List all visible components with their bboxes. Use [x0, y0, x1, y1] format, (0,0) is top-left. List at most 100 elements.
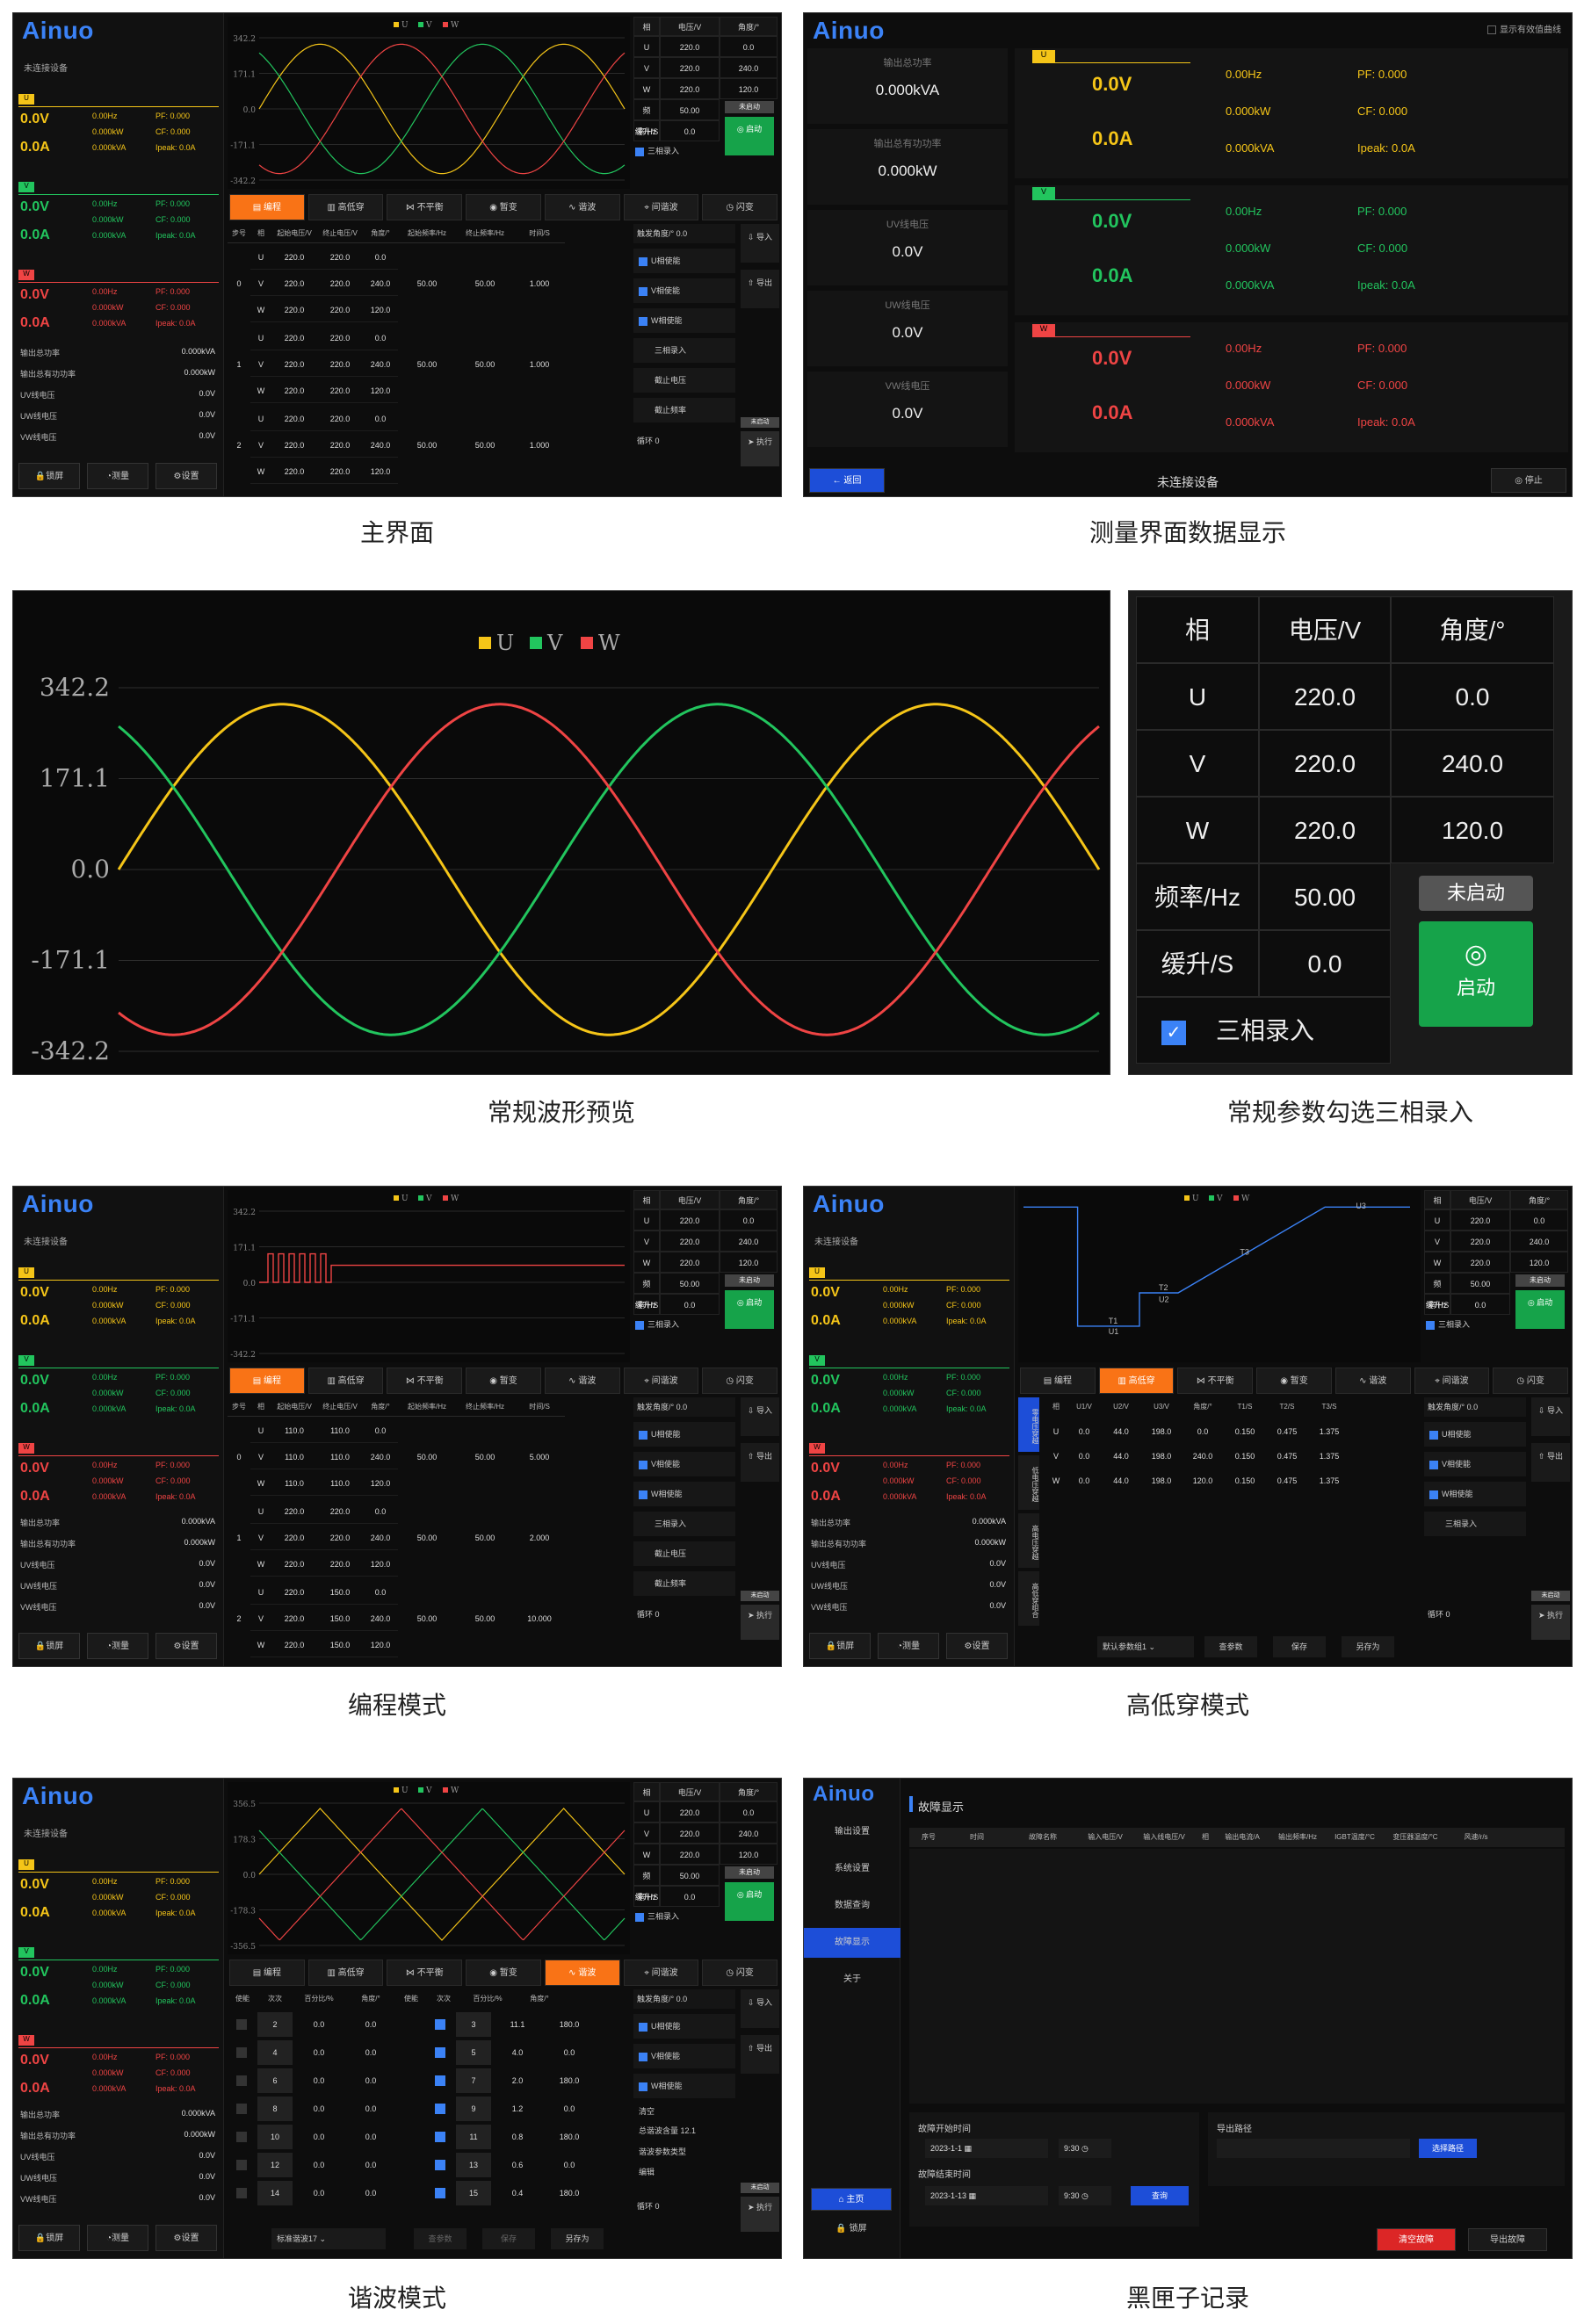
side-tab-2[interactable]: 低电压穿越 — [1018, 1455, 1039, 1510]
table-cell[interactable]: 0.0 — [1510, 1209, 1568, 1231]
option-item[interactable]: W相使能 — [633, 1482, 735, 1506]
table-cell[interactable]: 240.0 — [720, 1822, 778, 1844]
table-cell[interactable]: 0.0 — [363, 1499, 398, 1524]
harmonic-angle[interactable]: 180.0 — [559, 2020, 580, 2029]
tab-7[interactable]: ◷ 闪变 — [702, 194, 778, 220]
table-cell[interactable]: 240.0 — [720, 57, 778, 78]
table-cell[interactable]: 220.0 — [271, 1633, 317, 1657]
table-cell[interactable]: 198.0 — [1151, 1452, 1172, 1461]
table-cell[interactable]: 220.0 — [271, 433, 317, 458]
settings-button[interactable]: ⚙设置 — [156, 2225, 217, 2251]
query-button[interactable]: 查参数 — [1204, 1636, 1257, 1657]
option-item[interactable]: V相使能 — [633, 278, 735, 303]
harmonic-enable-checkbox[interactable] — [435, 2019, 445, 2030]
tab-3[interactable]: ⋈ 不平衡 — [387, 1368, 463, 1394]
lock-button[interactable]: 🔒锁屏 — [809, 1633, 871, 1659]
start-button[interactable]: ◎ 启动 — [725, 1882, 774, 1921]
table-cell[interactable]: 5.000 — [529, 1453, 550, 1462]
table-cell[interactable]: 2.000 — [529, 1534, 550, 1542]
harmonic-percent[interactable]: 2.0 — [511, 2076, 524, 2085]
table-cell[interactable]: 120.0 — [1510, 1252, 1568, 1273]
table-cell[interactable]: 220.0 — [271, 245, 317, 270]
table-cell[interactable]: 1.000 — [529, 441, 550, 450]
table-cell[interactable]: 220.0 — [317, 407, 363, 431]
query-button[interactable]: 查询 — [1131, 2186, 1189, 2205]
tab-4[interactable]: ◉ 暂变 — [466, 194, 541, 220]
tab-2[interactable]: ▥ 高低穿 — [1098, 1368, 1175, 1394]
table-cell[interactable]: 120.0 — [363, 459, 398, 484]
harmonic-angle[interactable]: 180.0 — [559, 2076, 580, 2085]
table-cell[interactable]: 220.0 — [660, 78, 720, 99]
harmonic-enable-checkbox[interactable] — [236, 2075, 247, 2086]
clear-button[interactable]: 清空 — [639, 2107, 655, 2116]
table-cell[interactable]: 110.0 — [317, 1418, 363, 1443]
settings-button[interactable]: ⚙设置 — [156, 463, 217, 489]
table-cell[interactable]: 240.0 — [363, 1445, 398, 1469]
harmonic-percent[interactable]: 0.8 — [511, 2133, 524, 2141]
edit-mode[interactable]: 编辑 — [639, 2168, 655, 2176]
table-cell[interactable]: 220.0 — [317, 433, 363, 458]
table-cell[interactable]: 120.0 — [363, 298, 398, 322]
table-cell[interactable]: 220.0 — [660, 57, 720, 78]
option-item[interactable]: 三相录入 — [633, 1512, 735, 1536]
tab-1[interactable]: ▤ 编程 — [229, 1960, 305, 1986]
option-item[interactable]: V相使能 — [1424, 1452, 1526, 1476]
table-cell[interactable]: 50.00 — [474, 1534, 495, 1542]
table-cell[interactable]: 50.00 — [416, 279, 438, 288]
table-cell[interactable]: 240.0 — [1192, 1452, 1213, 1461]
table-cell[interactable]: 0.0 — [1391, 663, 1554, 730]
harmonic-enable-checkbox[interactable] — [236, 2132, 247, 2142]
harmonic-angle[interactable]: 0.0 — [365, 2076, 377, 2085]
ramp-value[interactable]: 0.0 — [660, 1886, 720, 1907]
table-cell[interactable]: 120.0 — [363, 1633, 398, 1657]
tab-1[interactable]: ▤ 编程 — [229, 194, 305, 220]
loop-count[interactable]: 循环 0 — [637, 2202, 660, 2211]
table-cell[interactable]: 1.375 — [1319, 1452, 1340, 1461]
harmonic-percent[interactable]: 0.0 — [313, 2104, 325, 2113]
harmonic-percent[interactable]: 0.0 — [313, 2020, 325, 2029]
start-button[interactable]: ◎ 启动 — [1419, 921, 1533, 1027]
trigger-angle[interactable]: 触发角度/° 0.0 — [633, 1989, 735, 2009]
table-cell[interactable]: 220.0 — [317, 1552, 363, 1577]
harmonic-enable-checkbox[interactable] — [236, 2160, 247, 2170]
table-cell[interactable]: 120.0 — [1391, 797, 1554, 863]
tab-6[interactable]: ⌖ 间谐波 — [1414, 1368, 1490, 1394]
harmonic-angle[interactable]: 180.0 — [559, 2133, 580, 2141]
harmonic-percent[interactable]: 1.2 — [511, 2104, 524, 2113]
table-cell[interactable]: 110.0 — [271, 1445, 317, 1469]
table-cell[interactable]: 0.150 — [1234, 1427, 1255, 1436]
save-button[interactable]: 保存 — [1273, 1636, 1326, 1657]
table-cell[interactable]: 110.0 — [271, 1471, 317, 1496]
table-cell[interactable]: 220.0 — [271, 298, 317, 322]
start-date-input[interactable]: 2023-1-1 ▦ — [925, 2139, 1048, 2158]
table-cell[interactable]: 150.0 — [317, 1633, 363, 1657]
freq-value[interactable]: 50.00 — [1450, 1273, 1510, 1294]
option-item[interactable]: 截止电压 — [633, 368, 735, 393]
freq-value[interactable]: 50.00 — [660, 1273, 720, 1294]
back-button[interactable]: ← 返回 — [809, 468, 885, 493]
table-cell[interactable]: 120.0 — [363, 1552, 398, 1577]
end-time-input[interactable]: 9:30 ◷ — [1059, 2186, 1111, 2205]
table-cell[interactable]: 50.00 — [474, 1614, 495, 1623]
table-cell[interactable]: 240.0 — [1391, 730, 1554, 797]
tab-1[interactable]: ▤ 编程 — [1020, 1368, 1096, 1394]
menu-item-3[interactable]: 数据查询 — [835, 1901, 870, 1910]
home-button[interactable]: ⌂ 主页 — [811, 2188, 892, 2211]
show-valid-toggle[interactable]: 显示有效值曲线 — [1487, 22, 1561, 35]
table-cell[interactable]: 0.0 — [363, 245, 398, 270]
trigger-angle[interactable]: 触发角度/° 0.0 — [633, 1397, 735, 1417]
start-button[interactable]: ◎ 启动 — [725, 117, 774, 155]
table-cell[interactable]: 110.0 — [317, 1471, 363, 1496]
table-cell[interactable]: 220.0 — [271, 326, 317, 350]
option-item[interactable]: U相使能 — [1424, 1422, 1526, 1447]
table-cell[interactable]: 220.0 — [660, 1252, 720, 1273]
tab-1[interactable]: ▤ 编程 — [229, 1368, 305, 1394]
table-cell[interactable]: 120.0 — [363, 1471, 398, 1496]
option-item[interactable]: W相使能 — [1424, 1482, 1526, 1506]
measure-button[interactable]: ◔测量 — [878, 1633, 939, 1659]
table-cell[interactable]: 150.0 — [317, 1580, 363, 1605]
lock-button[interactable]: 🔒锁屏 — [18, 463, 80, 489]
trigger-angle[interactable]: 触发角度/° 0.0 — [633, 224, 735, 243]
table-cell[interactable]: 0.0 — [720, 1209, 778, 1231]
table-cell[interactable]: 240.0 — [1510, 1231, 1568, 1252]
